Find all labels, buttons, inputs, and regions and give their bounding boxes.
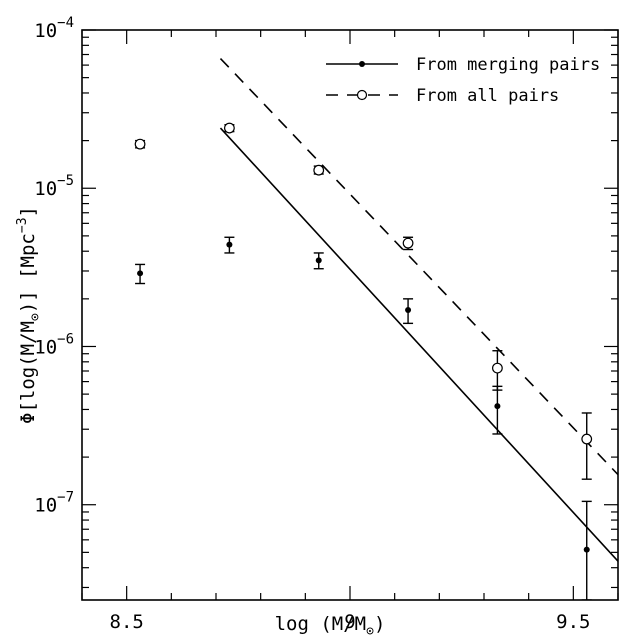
x-axis-ticks: 8.5 9 9.5 — [81, 30, 619, 633]
y-tick-label: 10−7 — [34, 490, 74, 517]
x-tick-label: 8.5 — [110, 611, 144, 633]
y-tick-label: 10−6 — [34, 331, 74, 358]
x-tick-label: 9 — [344, 611, 355, 633]
point-all — [492, 362, 503, 374]
point-all — [134, 138, 146, 150]
point-merging — [494, 403, 501, 410]
y-tick-label: 10−5 — [34, 173, 74, 200]
point-merging — [226, 241, 233, 248]
point-all — [313, 164, 325, 176]
legend-marker-all — [356, 89, 368, 101]
fit-line-all — [219, 58, 618, 476]
fit-line-merging — [219, 127, 618, 562]
point-merging — [137, 270, 144, 277]
point-merging — [583, 546, 590, 553]
legend-label-all: From all pairs — [416, 86, 559, 106]
y-axis-ticks: 10−7 10−6 10−5 10−4 — [34, 15, 618, 589]
point-merging — [315, 257, 322, 264]
fit-lines — [219, 58, 618, 562]
data-points — [134, 122, 593, 600]
point-all — [581, 433, 593, 445]
x-axis-label: log (M/M⊙) — [275, 613, 386, 639]
plot-frame — [81, 29, 619, 601]
x-tick-label: 9.5 — [556, 611, 590, 633]
point-all — [402, 237, 414, 249]
legend-marker-merging — [359, 61, 365, 67]
legend: From merging pairs From all pairs — [326, 55, 600, 106]
y-tick-label: 10−4 — [34, 15, 74, 42]
point-merging — [405, 307, 412, 314]
legend-label-merging: From merging pairs — [416, 55, 600, 75]
point-all — [223, 122, 235, 134]
y-axis-label: Φ[log(M/M⊙)] [Mpc−3] — [15, 206, 43, 424]
